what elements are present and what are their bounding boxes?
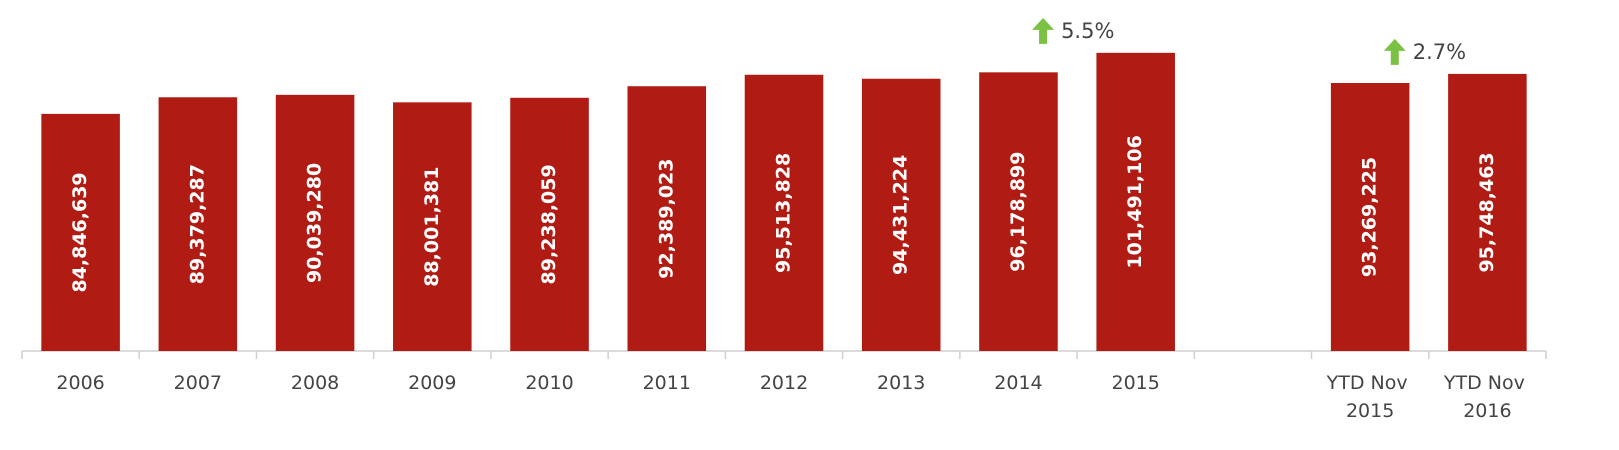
label-line: YTD Nov [1443, 372, 1531, 394]
bar [744, 74, 824, 351]
up-arrow [1032, 17, 1055, 44]
x-tick-label: 2010 [525, 372, 573, 394]
x-tick-label: 2014 [994, 372, 1042, 394]
value-label: 88,001,381 [421, 167, 443, 287]
bar [1096, 52, 1175, 352]
bar [510, 97, 589, 352]
value-label: 95,748,463 [1476, 152, 1498, 272]
value-label: 89,238,059 [538, 164, 560, 284]
x-tick-label: 2006 [56, 372, 104, 394]
value-label: 92,389,023 [655, 159, 677, 279]
value-label: 90,039,280 [304, 163, 326, 283]
bar [275, 94, 355, 351]
value-label: 96,178,899 [1007, 152, 1029, 272]
x-tick-label: 2012 [760, 372, 808, 394]
label-line: YTD Nov [1326, 372, 1414, 394]
value-label: 95,513,828 [773, 153, 795, 273]
bar [627, 86, 707, 352]
x-tick-label: YTD Nov 2015 [1326, 372, 1414, 422]
x-tick-label: 2008 [291, 372, 339, 394]
bar [393, 102, 472, 351]
bar [41, 113, 120, 351]
x-tick-label: 2013 [877, 372, 925, 394]
up-arrow [1383, 38, 1406, 65]
bar [158, 97, 238, 351]
label-line: 2016 [1463, 400, 1511, 422]
bar [861, 78, 941, 352]
x-tick-label: 2015 [1112, 372, 1160, 394]
label-line: 2015 [1346, 400, 1394, 422]
value-label: 93,269,225 [1359, 157, 1381, 277]
bar [1330, 83, 1410, 351]
value-label: 84,846,639 [69, 172, 91, 292]
x-tick-label: YTD Nov 2016 [1443, 372, 1531, 422]
annotation: 5.5% [1061, 19, 1114, 43]
value-label: 89,379,287 [186, 164, 208, 284]
annotation: 2.7% [1413, 40, 1466, 64]
x-tick-label: 2011 [643, 372, 691, 394]
x-tick-label: 2007 [174, 372, 222, 394]
bar [1448, 73, 1527, 351]
value-label: 94,431,224 [890, 155, 912, 275]
x-tick-label: 2009 [408, 372, 456, 394]
value-label: 101,491,106 [1124, 135, 1146, 268]
bar [979, 72, 1058, 352]
